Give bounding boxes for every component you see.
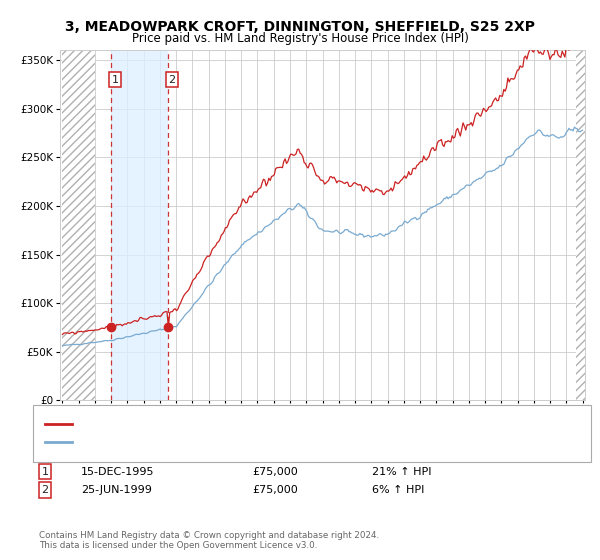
Text: 21% ↑ HPI: 21% ↑ HPI xyxy=(372,466,431,477)
Text: Contains HM Land Registry data © Crown copyright and database right 2024.
This d: Contains HM Land Registry data © Crown c… xyxy=(39,530,379,550)
Text: 6% ↑ HPI: 6% ↑ HPI xyxy=(372,485,424,495)
Text: £75,000: £75,000 xyxy=(252,485,298,495)
Text: Price paid vs. HM Land Registry's House Price Index (HPI): Price paid vs. HM Land Registry's House … xyxy=(131,32,469,45)
Text: 2: 2 xyxy=(41,485,49,495)
Text: 1: 1 xyxy=(41,466,49,477)
Bar xyxy=(110,50,168,400)
Text: 2: 2 xyxy=(169,74,176,85)
Text: 3, MEADOWPARK CROFT, DINNINGTON, SHEFFIELD, S25 2XP: 3, MEADOWPARK CROFT, DINNINGTON, SHEFFIE… xyxy=(65,20,535,34)
Text: £75,000: £75,000 xyxy=(252,466,298,477)
Text: HPI: Average price, detached house, Rotherham: HPI: Average price, detached house, Roth… xyxy=(77,437,316,447)
Text: 1: 1 xyxy=(112,74,118,85)
Text: 15-DEC-1995: 15-DEC-1995 xyxy=(81,466,155,477)
Text: 25-JUN-1999: 25-JUN-1999 xyxy=(81,485,152,495)
Text: 3, MEADOWPARK CROFT, DINNINGTON, SHEFFIELD, S25 2XP (detached house): 3, MEADOWPARK CROFT, DINNINGTON, SHEFFIE… xyxy=(77,419,468,429)
